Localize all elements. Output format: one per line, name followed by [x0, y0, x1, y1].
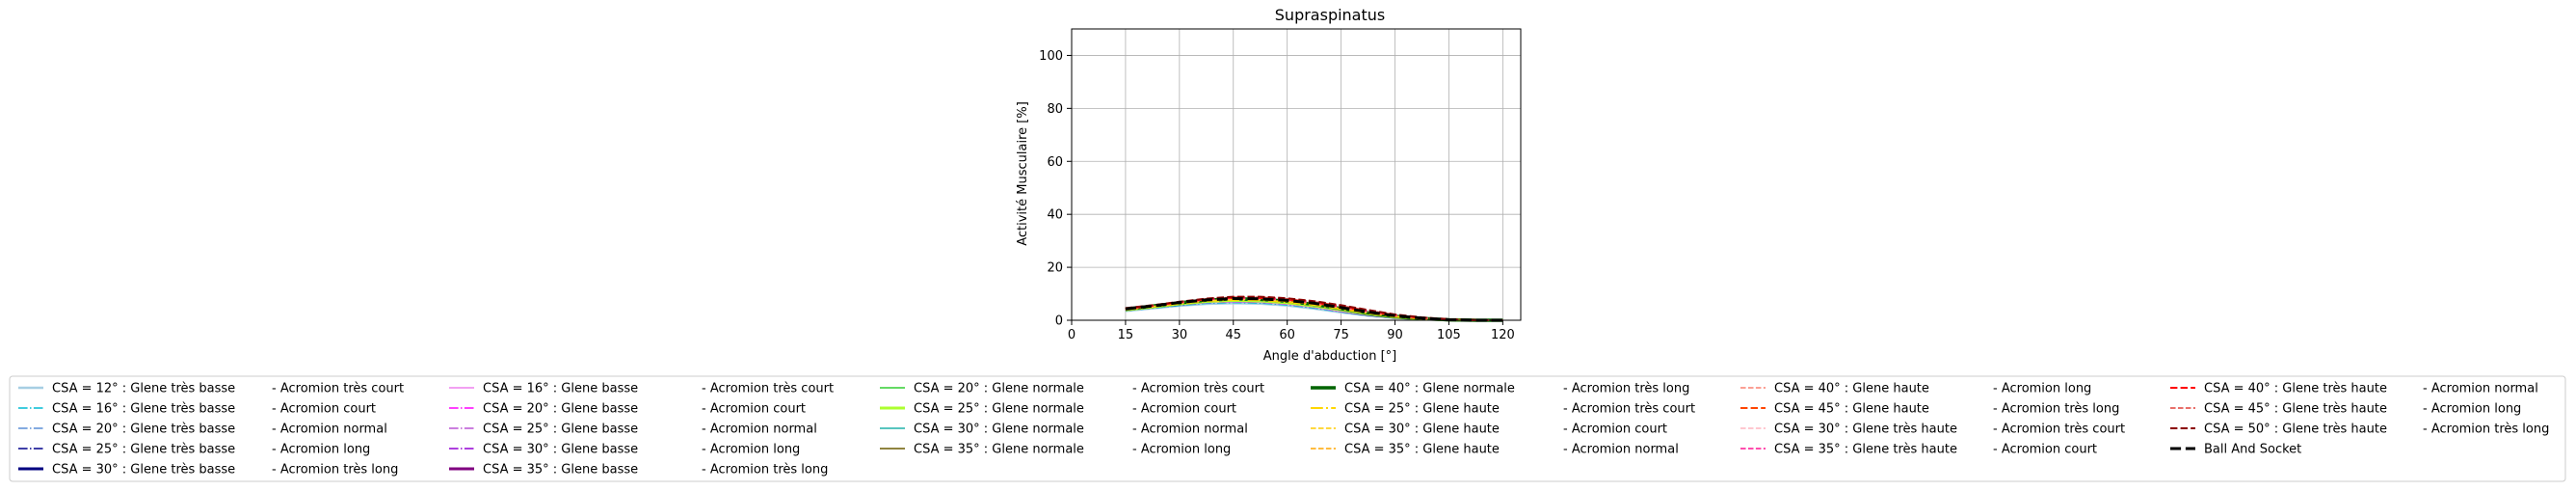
legend-label: CSA = 25° : Glene très basse [52, 443, 235, 457]
y-axis-label: Activité Musculaire [%] [1016, 101, 1030, 246]
legend-label: CSA = 50° : Glene très haute [2204, 423, 2387, 437]
legend-box [9, 375, 2566, 482]
legend-label: CSA = 35° : Glene très haute [1774, 443, 1957, 457]
y-tick-label: 60 [1047, 155, 1063, 170]
legend-label: - Acromion normal [1132, 423, 1248, 437]
legend-label: - Acromion court [272, 402, 376, 417]
legend-label: CSA = 16° : Glene très basse [52, 402, 235, 417]
plot-frame [1071, 28, 1522, 321]
legend-label: - Acromion long [1993, 382, 2091, 396]
legend-label: CSA = 30° : Glene basse [483, 443, 638, 457]
legend-label: Ball And Socket [2204, 443, 2301, 457]
legend-label: - Acromion très long [1563, 382, 1689, 396]
legend-label: - Acromion très court [1993, 423, 2125, 437]
x-tick-label: 60 [1279, 328, 1295, 342]
legend-label: CSA = 45° : Glene haute [1774, 402, 1929, 417]
x-tick-label: 0 [1068, 328, 1076, 342]
legend-label: CSA = 35° : Glene basse [483, 463, 638, 477]
x-tick-label: 120 [1491, 328, 1515, 342]
legend-label: CSA = 25° : Glene haute [1344, 402, 1500, 417]
legend-label: CSA = 25° : Glene basse [483, 423, 638, 437]
legend-label: CSA = 20° : Glene basse [483, 402, 638, 417]
legend-label: - Acromion court [1132, 402, 1236, 417]
legend-label: CSA = 16° : Glene basse [483, 382, 638, 396]
axes: 0 15 30 45 60 75 90 105 120 0 20 40 60 80 100 [1039, 28, 1522, 342]
legend-label: CSA = 30° : Glene très haute [1774, 423, 1957, 437]
legend-label: CSA = 20° : Glene normale [914, 382, 1084, 396]
legend-label: CSA = 35° : Glene haute [1344, 443, 1500, 457]
chart-title: Supraspinatus [1275, 6, 1385, 24]
legend-label: - Acromion très court [272, 382, 404, 396]
legend-label: CSA = 35° : Glene normale [914, 443, 1084, 457]
y-tick-label: 100 [1039, 49, 1063, 64]
legend-label: - Acromion court [1563, 423, 1667, 437]
y-tick-label: 20 [1047, 261, 1063, 276]
legend-label: - Acromion très long [2423, 423, 2549, 437]
legend-label: - Acromion long [272, 443, 370, 457]
legend-label: - Acromion très court [1563, 402, 1695, 417]
legend-label: - Acromion très long [702, 463, 828, 477]
legend-label: CSA = 30° : Glene très basse [52, 463, 235, 477]
legend-label: CSA = 12° : Glene très basse [52, 382, 235, 396]
legend-label: - Acromion normal [2423, 382, 2538, 396]
legend-label: - Acromion normal [702, 423, 817, 437]
legend-label: - Acromion très court [1132, 382, 1264, 396]
grid [1071, 29, 1521, 321]
series-line-25 [1125, 297, 1503, 322]
x-tick-label: 15 [1118, 328, 1134, 342]
x-tick-label: 90 [1387, 328, 1403, 342]
x-axis-label: Angle d'abduction [°] [1263, 349, 1397, 364]
legend-label: - Acromion très long [272, 463, 398, 477]
legend-label: - Acromion long [1132, 443, 1231, 457]
legend-label: - Acromion normal [1563, 443, 1679, 457]
x-tick-label: 45 [1225, 328, 1241, 342]
legend-label: CSA = 20° : Glene très basse [52, 423, 235, 437]
y-tick-label: 40 [1047, 208, 1063, 223]
legend-label: - Acromion très long [1993, 402, 2119, 417]
legend-label: - Acromion court [702, 402, 806, 417]
x-tick-label: 75 [1333, 328, 1349, 342]
legend-label: CSA = 45° : Glene très haute [2204, 402, 2387, 417]
y-tick-label: 80 [1047, 102, 1063, 117]
legend-label: CSA = 25° : Glene normale [914, 402, 1084, 417]
y-tick-label: 0 [1055, 314, 1063, 329]
legend-label: - Acromion normal [272, 423, 387, 437]
legend-label: CSA = 40° : Glene haute [1774, 382, 1929, 396]
legend-label: CSA = 30° : Glene normale [914, 423, 1084, 437]
legend-label: CSA = 40° : Glene très haute [2204, 382, 2387, 396]
legend: CSA = 12° : Glene très basse CSA = 16° : … [9, 375, 2566, 482]
legend-label: - Acromion long [702, 443, 800, 457]
x-tick-label: 30 [1172, 328, 1188, 342]
legend-label: - Acromion court [1993, 443, 2097, 457]
legend-label: CSA = 40° : Glene normale [1344, 382, 1515, 396]
legend-label: CSA = 30° : Glene haute [1344, 423, 1500, 437]
legend-label: - Acromion long [2423, 402, 2521, 417]
x-tick-label: 105 [1437, 328, 1461, 342]
legend-label: - Acromion très court [702, 382, 834, 396]
series-lines [1125, 295, 1503, 322]
